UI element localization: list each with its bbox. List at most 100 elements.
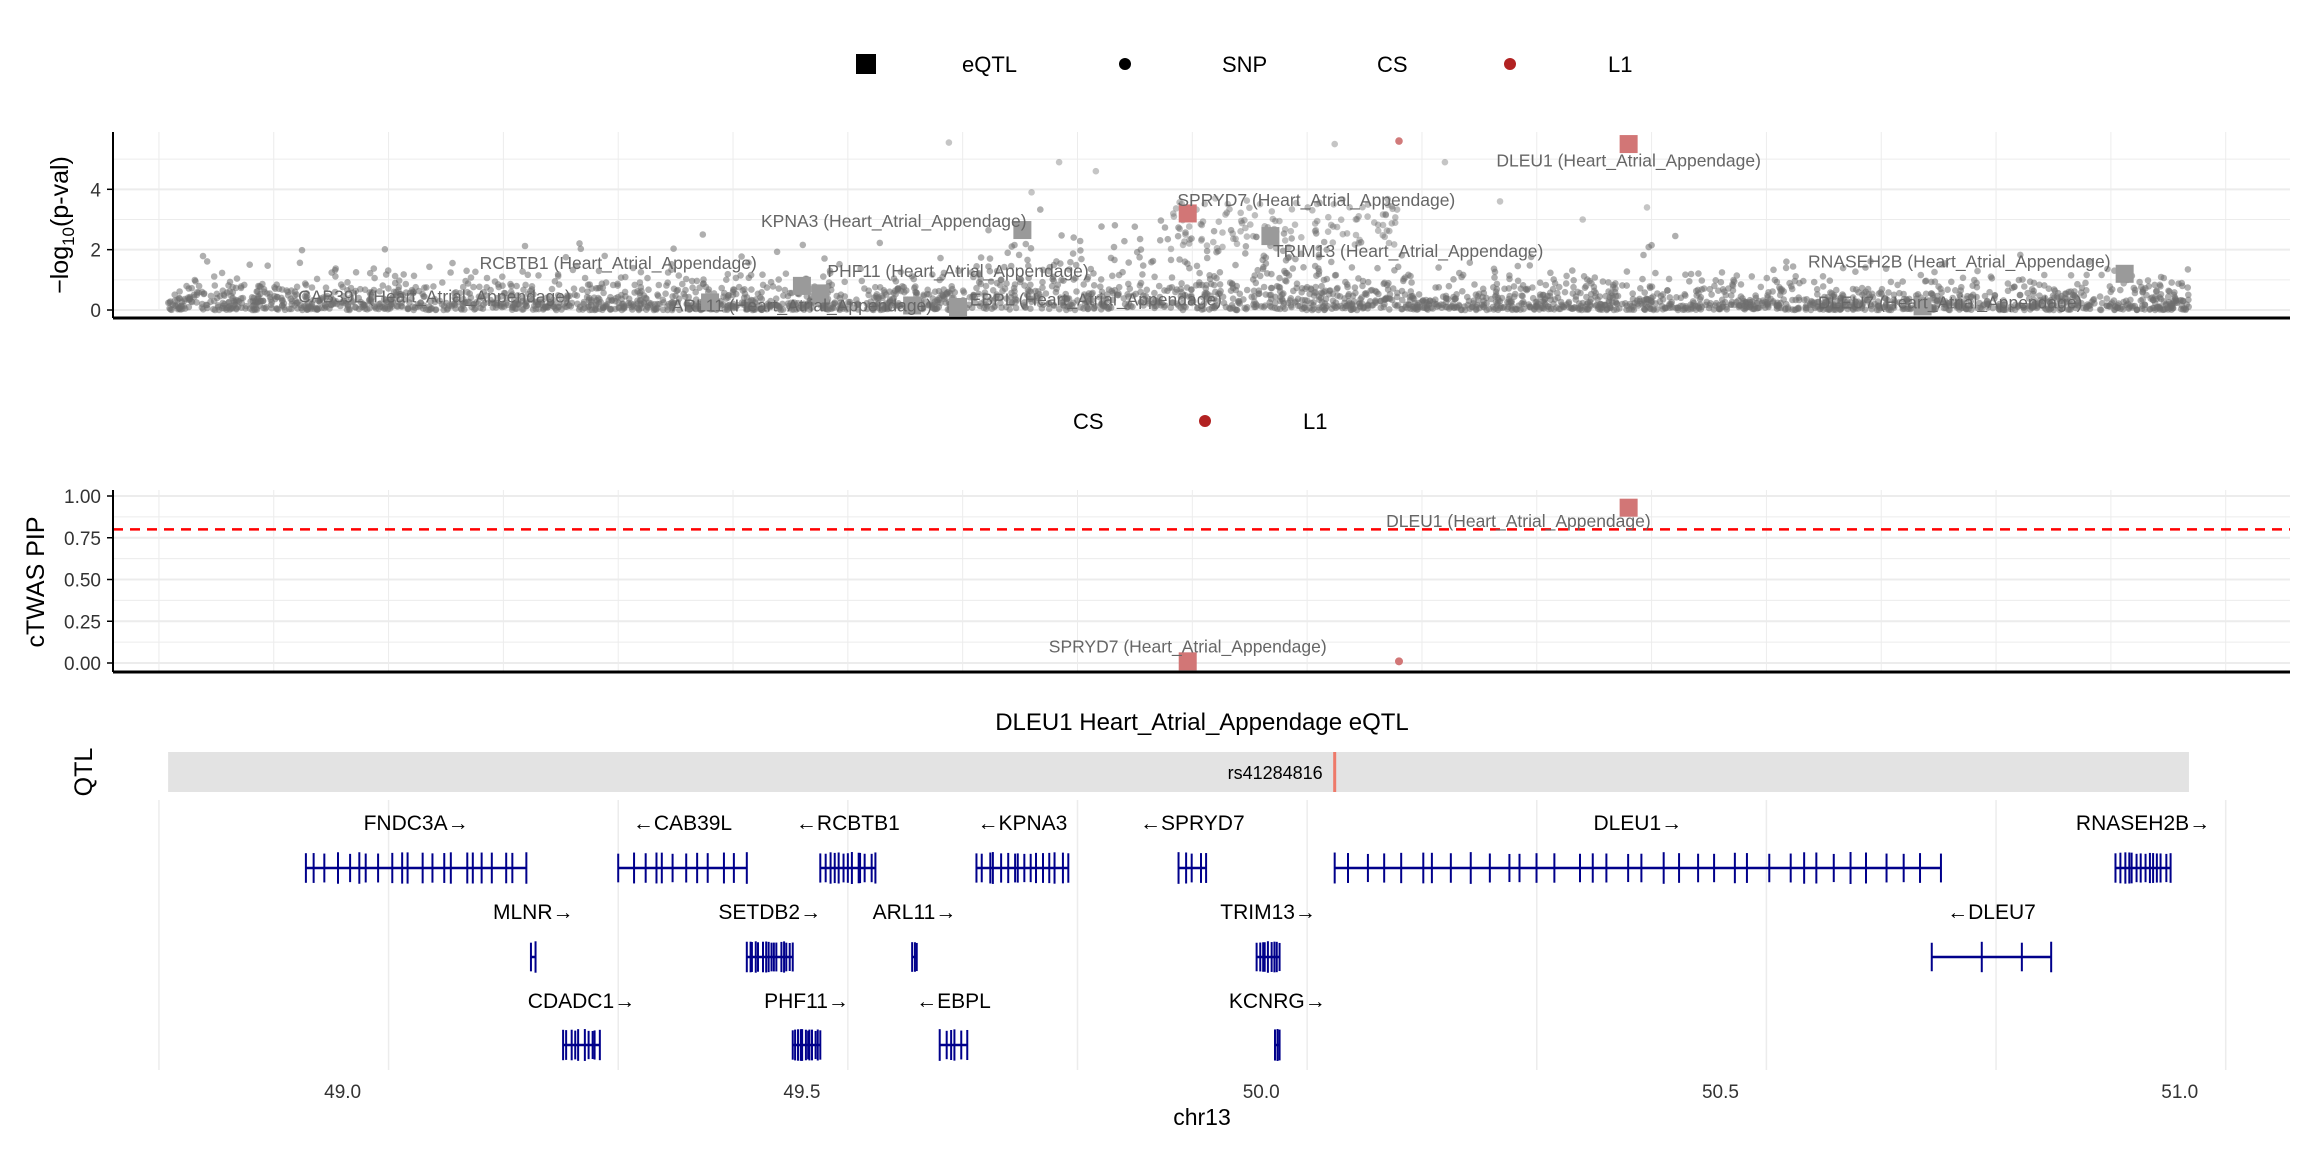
snp-point <box>936 276 943 284</box>
snp-point <box>234 297 241 304</box>
snp-point <box>1496 198 1504 205</box>
snp-point <box>601 252 608 260</box>
snp-point <box>1307 285 1315 292</box>
snp-point <box>1695 270 1702 277</box>
snp-point <box>1459 288 1466 295</box>
snp-point <box>1186 264 1193 272</box>
pip-panel: DLEU1 (Heart_Atrial_Appendage) SPRYD7 (He… <box>22 487 2290 675</box>
snp-point <box>200 290 208 298</box>
snp-point <box>1268 303 1275 311</box>
eqtl-label: ARL11 (Heart_Atrial_Appendage) <box>672 295 932 316</box>
snp-point <box>507 288 515 296</box>
snp-point <box>1004 249 1011 257</box>
snp-point <box>1757 283 1765 291</box>
snp-point <box>1569 267 1576 274</box>
snp-point <box>2036 281 2043 289</box>
snp-point <box>1267 291 1275 299</box>
snp-point <box>1333 223 1341 231</box>
snp-point <box>897 268 905 276</box>
snp-point <box>765 301 773 309</box>
snp-point <box>1646 283 1654 290</box>
legend-snp-label: SNP <box>1222 52 1267 77</box>
snp-point <box>175 295 183 302</box>
snp-point <box>1320 276 1328 284</box>
snp-point <box>1542 281 1550 289</box>
snp-point <box>1109 296 1117 304</box>
snp-point <box>513 282 520 290</box>
snp-point <box>1151 289 1158 297</box>
snp-point <box>1441 158 1449 166</box>
snp-point <box>1383 281 1391 289</box>
snp-point <box>1522 285 1529 293</box>
snp-point <box>499 273 506 281</box>
snp-point <box>1028 189 1035 196</box>
snp-point <box>1619 282 1626 289</box>
snp-point <box>1801 296 1808 304</box>
snp-point <box>1563 272 1570 280</box>
snp-point <box>588 285 596 292</box>
snp-point <box>629 264 637 272</box>
snp-point <box>1707 300 1714 307</box>
snp-point <box>602 279 610 286</box>
snp-point <box>546 301 553 309</box>
snp-point <box>2178 279 2185 287</box>
snp-point <box>1529 284 1536 291</box>
snp-point <box>430 283 437 290</box>
snp-point <box>1562 280 1570 287</box>
snp-point <box>327 294 335 301</box>
snp-point <box>1222 303 1230 311</box>
snp-point <box>1308 306 1316 314</box>
snp-point <box>344 279 351 286</box>
snp-point <box>371 274 378 282</box>
snp-point <box>673 287 680 295</box>
snp-point <box>410 272 418 280</box>
snp-point <box>470 283 477 291</box>
snp-point <box>337 281 345 288</box>
snp-point <box>1510 283 1518 290</box>
snp-point <box>993 267 1001 275</box>
snp-point <box>1491 274 1498 281</box>
snp-point <box>729 288 737 296</box>
snp-point <box>459 283 467 291</box>
snp-point <box>990 297 997 305</box>
snp-point <box>1115 271 1123 279</box>
snp-point <box>944 289 951 296</box>
snp-point <box>1357 302 1364 310</box>
snp-point <box>1594 296 1601 303</box>
snp-point <box>1442 292 1450 300</box>
snp-point <box>341 292 348 300</box>
snp-point <box>1810 278 1818 286</box>
snp-point <box>1156 237 1164 244</box>
snp-point <box>409 303 416 311</box>
snp-point <box>1146 300 1153 307</box>
snp-point <box>1260 283 1268 291</box>
snp-point <box>1326 287 1333 295</box>
snp-point <box>1355 213 1362 220</box>
snp-point <box>482 299 489 307</box>
y-tick-label: 0.25 <box>64 612 101 633</box>
snp-point <box>1273 282 1281 290</box>
snp-point <box>1518 292 1525 299</box>
snp-point <box>521 242 529 250</box>
snp-point <box>2117 286 2124 294</box>
gene-label: SETDB2→ <box>718 901 821 924</box>
legend-l1-label: L1 <box>1608 52 1632 77</box>
snp-point <box>262 304 270 311</box>
snp-point <box>644 274 651 282</box>
snp-point <box>426 303 433 311</box>
snp-point <box>1283 269 1291 277</box>
snp-point <box>259 297 267 305</box>
snp-point <box>357 298 365 306</box>
snp-point <box>758 306 766 313</box>
snp-point <box>1008 243 1016 250</box>
snp-point <box>1773 302 1781 310</box>
snp-point <box>1341 299 1348 307</box>
x-tick-label: 50.5 <box>1702 1082 1739 1103</box>
snp-point <box>1352 231 1360 239</box>
snp-point <box>1250 293 1258 300</box>
eqtl-label: RCBTB1 (Heart_Atrial_Appendage) <box>480 253 757 274</box>
eqtl-label: CAB39L (Heart_Atrial_Appendage) <box>298 286 571 307</box>
snp-point <box>1058 276 1065 284</box>
snp-point <box>575 306 583 313</box>
snp-point <box>1344 283 1351 291</box>
